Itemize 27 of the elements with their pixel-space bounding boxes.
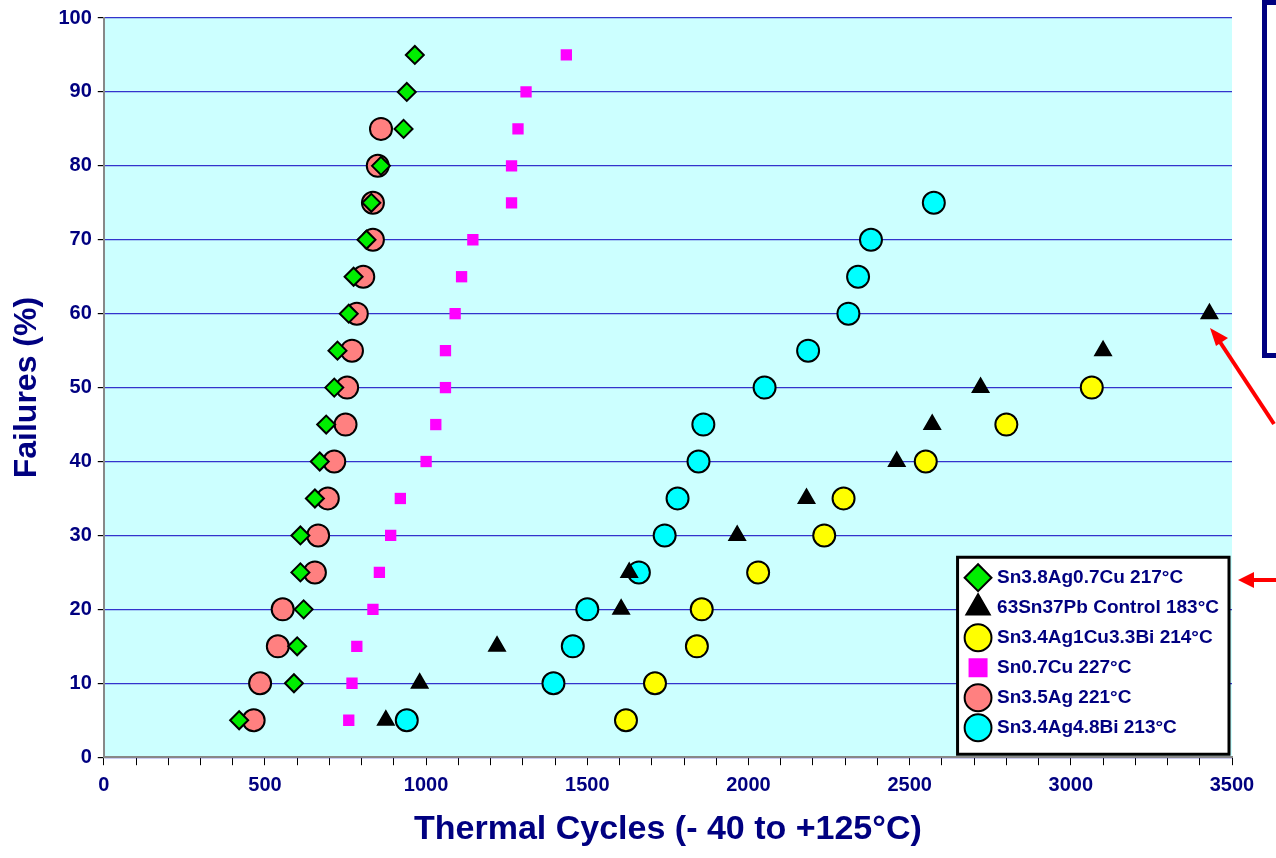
legend-label: Sn3.4Ag4.8Bi 213°C <box>997 715 1178 737</box>
x-tick-label: 3500 <box>1209 772 1255 795</box>
legend-label: 63Sn37Pb Control 183°C <box>997 595 1220 617</box>
x-tick-label: 3000 <box>1048 772 1094 795</box>
y-tick-label: 10 <box>69 670 92 693</box>
x-tick-label: 1500 <box>565 772 610 795</box>
y-tick-label: 20 <box>69 596 92 619</box>
legend-label: Sn3.8Ag0.7Cu 217°C <box>997 565 1184 587</box>
y-axis-title: Failures (%) <box>7 296 44 479</box>
y-tick-label: 50 <box>69 375 92 398</box>
x-tick-label: 0 <box>98 772 110 795</box>
y-tick-label: 30 <box>69 522 92 545</box>
y-tick-label: 80 <box>69 153 92 176</box>
legend-label: Sn3.5Ag 221°C <box>997 685 1132 707</box>
legend-label: Sn3.4Ag1Cu3.3Bi 214°C <box>997 625 1213 647</box>
x-tick-label: 1000 <box>403 772 449 795</box>
y-tick-label: 60 <box>69 301 92 324</box>
x-tick-label: 500 <box>248 772 282 795</box>
x-axis-title: Thermal Cycles (- 40 to +125°C) <box>414 807 922 846</box>
y-tick-label: 40 <box>69 449 92 472</box>
legend-label: Sn0.7Cu 227°C <box>997 655 1132 677</box>
y-tick-label: 100 <box>58 5 92 28</box>
x-tick-label: 2000 <box>726 772 771 795</box>
x-tick-label: 2500 <box>887 772 932 795</box>
y-tick-label: 0 <box>80 744 92 767</box>
y-tick-label: 90 <box>69 79 92 102</box>
y-tick-label: 70 <box>69 227 92 250</box>
